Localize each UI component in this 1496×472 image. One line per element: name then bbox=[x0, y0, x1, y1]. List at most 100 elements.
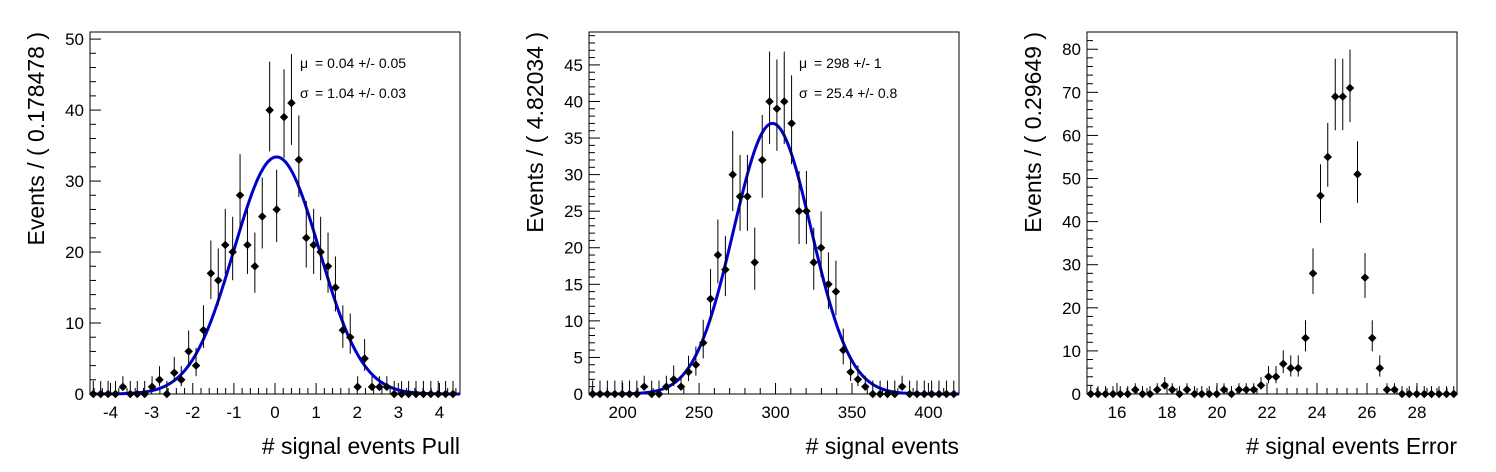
data-point bbox=[1331, 58, 1340, 131]
data-point bbox=[1434, 386, 1444, 399]
marker bbox=[595, 389, 605, 399]
data-point bbox=[214, 248, 223, 306]
marker bbox=[1279, 359, 1288, 369]
data-point bbox=[802, 170, 811, 245]
data-point bbox=[949, 380, 959, 399]
marker bbox=[920, 389, 929, 399]
marker bbox=[397, 389, 406, 399]
marker bbox=[691, 360, 701, 369]
data-point bbox=[140, 380, 149, 399]
marker bbox=[199, 325, 208, 335]
data-point bbox=[588, 380, 597, 399]
chart-panel-signal-events-error: 16 18 20 22 24 26 28 0 10 20 30 40 50 60 70 80 # signal … bbox=[1020, 31, 1458, 459]
data-point bbox=[302, 201, 311, 268]
data-point bbox=[1219, 383, 1229, 394]
data-point bbox=[155, 366, 164, 387]
data-point bbox=[698, 319, 708, 359]
fit-param-symbol: σ bbox=[799, 85, 808, 101]
marker bbox=[170, 368, 179, 377]
marker bbox=[111, 389, 120, 399]
data-point bbox=[1227, 386, 1236, 399]
marker bbox=[1434, 389, 1444, 399]
marker bbox=[647, 389, 656, 399]
marker bbox=[140, 389, 149, 399]
marker bbox=[426, 389, 436, 399]
marker bbox=[1219, 385, 1229, 394]
data-point bbox=[824, 252, 833, 309]
marker bbox=[184, 347, 193, 356]
marker bbox=[684, 367, 693, 377]
marker bbox=[272, 205, 281, 214]
marker bbox=[897, 382, 907, 391]
marker bbox=[639, 382, 649, 391]
plot-frame bbox=[588, 31, 960, 395]
data-point bbox=[1449, 386, 1458, 399]
marker bbox=[1442, 389, 1451, 399]
marker bbox=[228, 247, 237, 257]
marker bbox=[802, 206, 811, 216]
data-point bbox=[1360, 253, 1370, 298]
data-point bbox=[662, 375, 671, 391]
x-tick-label: 3 bbox=[394, 403, 403, 422]
fit-param-value: = 25.4 +/- 0.8 bbox=[814, 85, 897, 101]
x-tick-label: 250 bbox=[685, 403, 713, 422]
marker bbox=[279, 112, 289, 122]
marker bbox=[1360, 273, 1370, 282]
marker bbox=[1331, 92, 1340, 101]
y-axis-title: Events / ( 4.82034 ) bbox=[522, 32, 548, 233]
y-tick-label: 10 bbox=[564, 312, 583, 331]
marker bbox=[787, 119, 796, 128]
data-point bbox=[1197, 386, 1206, 399]
x-tick-label: 28 bbox=[1408, 403, 1427, 422]
data-point bbox=[1286, 355, 1295, 377]
data-point bbox=[411, 380, 421, 399]
data-point bbox=[669, 365, 678, 387]
marker bbox=[441, 389, 450, 399]
marker bbox=[243, 240, 252, 250]
data-point bbox=[118, 376, 128, 392]
marker bbox=[316, 247, 325, 257]
y-tick-label: 30 bbox=[65, 172, 84, 191]
y-tick-label: 0 bbox=[75, 385, 84, 404]
x-tick-label: -1 bbox=[226, 403, 241, 422]
data-point bbox=[1294, 355, 1303, 377]
gaussian-fit-curve bbox=[90, 155, 461, 396]
marker bbox=[846, 367, 855, 377]
marker bbox=[1412, 389, 1421, 399]
y-tick-label: 25 bbox=[564, 202, 583, 221]
data-point bbox=[942, 380, 951, 399]
marker bbox=[603, 389, 612, 399]
data-point bbox=[1345, 49, 1355, 123]
marker bbox=[1405, 389, 1414, 399]
marker bbox=[934, 389, 944, 399]
marker bbox=[382, 382, 392, 392]
data-point bbox=[610, 380, 620, 399]
data-point bbox=[1138, 386, 1147, 399]
marker bbox=[912, 389, 922, 399]
marker bbox=[706, 294, 715, 304]
marker bbox=[1197, 389, 1206, 399]
marker bbox=[250, 261, 260, 271]
fit-param-symbol: μ bbox=[799, 55, 807, 71]
x-tick-label: 24 bbox=[1308, 403, 1327, 422]
marker bbox=[1086, 389, 1095, 399]
data-point bbox=[404, 380, 413, 399]
y-tick-label: 30 bbox=[564, 166, 583, 185]
y-tick-label: 50 bbox=[1062, 170, 1081, 189]
data-point bbox=[367, 376, 377, 392]
y-axis-title: Events / ( 0.29649 ) bbox=[1020, 32, 1046, 233]
data-point bbox=[147, 376, 157, 392]
marker bbox=[1190, 389, 1199, 399]
x-tick-label: 22 bbox=[1258, 403, 1277, 422]
data-point bbox=[287, 53, 296, 145]
marker bbox=[1093, 389, 1103, 399]
data-point bbox=[162, 380, 172, 399]
data-point bbox=[691, 346, 701, 376]
marker bbox=[949, 389, 959, 399]
data-point bbox=[360, 339, 369, 371]
data-point bbox=[1205, 386, 1214, 399]
data-point bbox=[170, 356, 179, 382]
x-tick-label: 4 bbox=[435, 403, 444, 422]
data-point bbox=[1353, 141, 1362, 203]
marker bbox=[302, 233, 311, 243]
